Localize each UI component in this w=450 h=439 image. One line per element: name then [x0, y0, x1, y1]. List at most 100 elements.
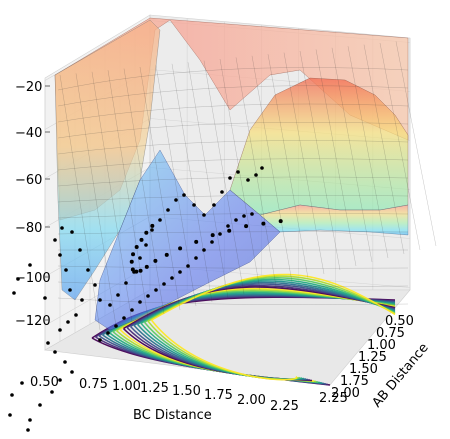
y-tick-label: 1.00 [367, 338, 396, 353]
trajectory-point [246, 178, 250, 182]
trajectory-point [138, 256, 142, 260]
trajectory-point [166, 208, 170, 212]
trajectory-point [70, 230, 74, 234]
x-tick-label: 2.00 [237, 393, 266, 408]
trajectory-point [194, 256, 198, 260]
trajectory-point [154, 288, 158, 292]
trajectory-point [146, 294, 150, 298]
trajectory-point [108, 303, 112, 307]
y-tick-label: 1.50 [349, 362, 378, 377]
trajectory-point [250, 212, 254, 216]
trajectory-point [164, 252, 169, 257]
trajectory-point [158, 218, 162, 222]
trajectory-point [116, 293, 120, 297]
potential-energy-surface [54, 17, 437, 331]
trajectory-point [98, 298, 102, 302]
x-axis-label: BC Distance [133, 408, 212, 423]
trajectory-points [8, 166, 283, 432]
trajectory-point [134, 244, 139, 249]
trajectory-point [98, 338, 102, 342]
contour-line [150, 273, 396, 381]
trajectory-point [64, 268, 68, 272]
trajectory-point [78, 248, 82, 252]
trajectory-point [182, 193, 186, 197]
trajectory-point [202, 248, 206, 252]
trajectory-point [58, 328, 62, 332]
trajectory-point [114, 324, 118, 328]
z-tick-label: −100 [15, 271, 51, 286]
trajectory-point [278, 219, 283, 224]
x-tick-label: 1.00 [112, 379, 141, 394]
trajectory-point [236, 170, 240, 174]
trajectory-point [66, 320, 70, 324]
z-tick-label: −40 [15, 126, 42, 141]
trajectory-point [227, 228, 232, 233]
z-tick-label: −120 [15, 314, 51, 329]
trajectory-point [58, 253, 62, 257]
trajectory-point [202, 213, 206, 217]
trajectory-point [244, 224, 249, 229]
trajectory-point [139, 237, 144, 242]
trajectory-point [210, 233, 215, 238]
trajectory-point [43, 296, 47, 300]
trajectory-point [63, 360, 67, 364]
trajectory-point [226, 224, 230, 228]
trajectory-point [50, 390, 54, 394]
trajectory-point [261, 221, 266, 226]
trajectory-point [93, 283, 97, 287]
trajectory-point [186, 264, 190, 268]
x-tick-label: 0.75 [79, 377, 108, 392]
x-axis-ticks: 0.50 0.75 1.00 1.25 1.50 1.75 2.00 2.25 [30, 375, 299, 414]
trajectory-point [53, 238, 57, 242]
trajectory-point [8, 413, 12, 417]
x-tick-label: 1.25 [140, 381, 169, 396]
trajectory-point [260, 166, 264, 170]
trajectory-point [130, 308, 134, 312]
trajectory-point [178, 270, 182, 274]
trajectory-point [138, 300, 142, 304]
trajectory-point [132, 270, 136, 274]
trajectory-point [38, 403, 42, 407]
x-tick-label: 0.50 [30, 375, 59, 390]
trajectory-point [58, 378, 62, 382]
trajectory-point [86, 268, 90, 272]
trajectory-point [124, 281, 128, 285]
trajectory-point [20, 381, 24, 385]
surface-right-plateau [259, 204, 409, 236]
trajectory-point [218, 232, 222, 236]
trajectory-point [53, 350, 57, 354]
trajectory-point [26, 428, 30, 432]
trajectory-point [60, 226, 64, 230]
x-tick-label: 1.75 [204, 388, 233, 403]
y-axis-ticks: 0.500.751.001.251.501.752.002.25 [319, 314, 414, 406]
trajectory-point [74, 313, 78, 317]
x-tick-label: 2.25 [270, 399, 299, 414]
trajectory-point [153, 258, 158, 263]
trajectory-point [129, 259, 134, 264]
trajectory-point [106, 331, 110, 335]
trajectory-point [16, 277, 20, 281]
trajectory-point [228, 176, 232, 180]
trajectory-point [80, 298, 84, 302]
trajectory-point [28, 263, 32, 267]
surface-mesh-lines [57, 41, 437, 331]
y-tick-label: 0.50 [385, 314, 414, 329]
y-tick-label: 2.00 [331, 386, 360, 401]
trajectory-point [46, 341, 50, 345]
trajectory-point [220, 190, 224, 194]
z-tick-label: −60 [15, 173, 42, 188]
trajectory-point [68, 288, 72, 292]
trajectory-point [131, 252, 136, 257]
x-tick-label: 1.50 [172, 384, 201, 399]
y-tick-label: 1.25 [358, 350, 387, 365]
trajectory-point [28, 418, 32, 422]
trajectory-point [210, 240, 214, 244]
y-tick-label: 1.75 [340, 374, 369, 389]
z-tick-label: −80 [15, 221, 42, 236]
trajectory-point [138, 268, 143, 273]
y-tick-label: 0.75 [376, 326, 405, 341]
trajectory-point [70, 370, 74, 374]
trajectory-point [10, 393, 14, 397]
